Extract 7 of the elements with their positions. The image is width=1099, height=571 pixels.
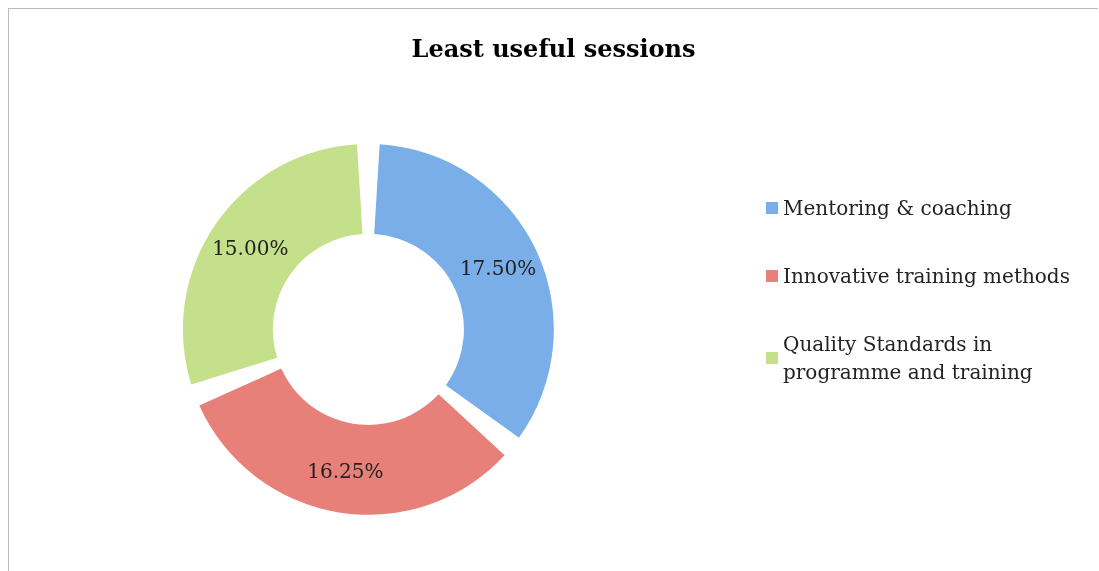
chart-title: Least useful sessions: [411, 33, 696, 63]
legend-label: Quality Standards in programme and training: [783, 332, 1033, 384]
data-label: 16.25%: [307, 458, 384, 483]
legend-label: Mentoring & coaching: [783, 196, 1012, 220]
data-label: 17.50%: [459, 255, 537, 280]
data-label: 15.00%: [212, 235, 289, 260]
legend-label: Innovative training methods: [783, 264, 1070, 288]
